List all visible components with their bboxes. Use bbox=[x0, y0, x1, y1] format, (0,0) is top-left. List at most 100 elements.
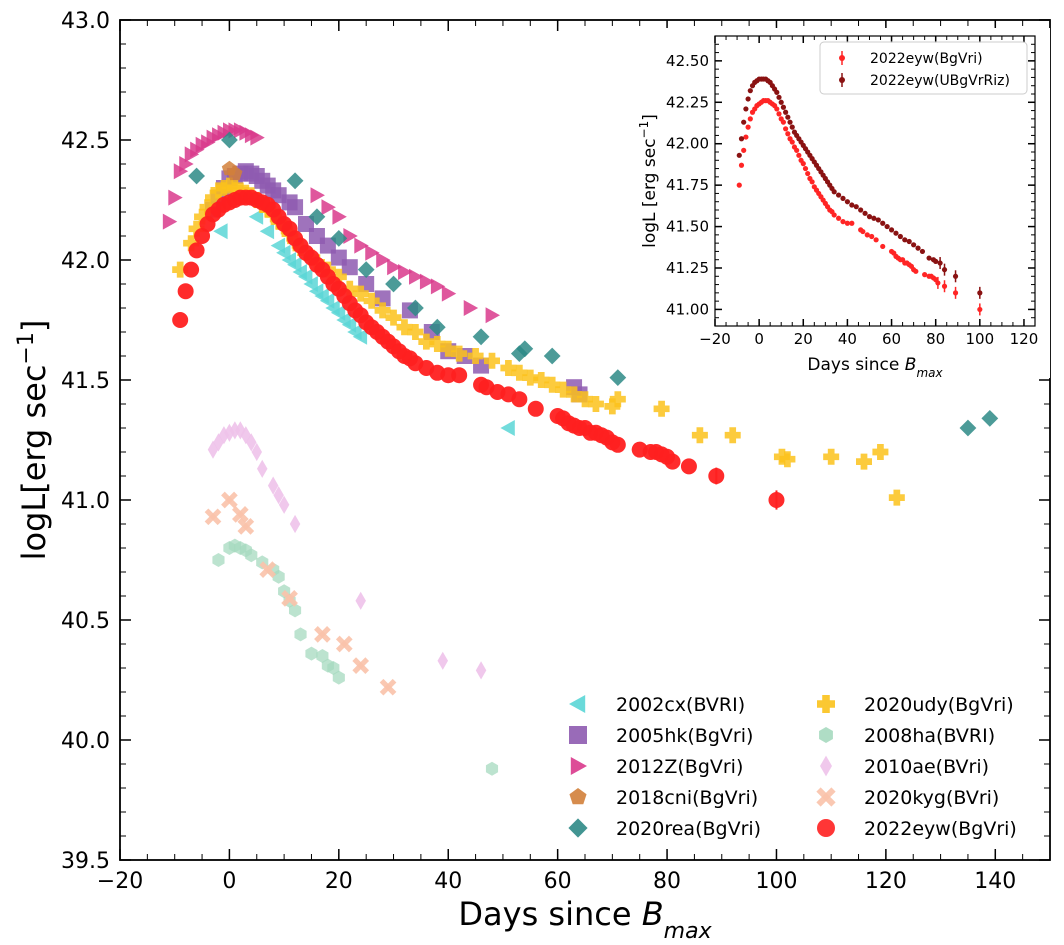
data-point bbox=[316, 649, 329, 663]
data-point bbox=[451, 345, 468, 362]
data-point bbox=[796, 152, 802, 158]
data-point bbox=[823, 448, 840, 465]
data-point bbox=[183, 261, 200, 278]
data-point bbox=[776, 94, 782, 100]
data-point bbox=[212, 553, 225, 567]
legend-item: 2010ae(BVri) bbox=[820, 755, 989, 778]
data-point bbox=[738, 136, 745, 142]
data-point bbox=[303, 276, 318, 292]
inset-y-tick-label: 42.00 bbox=[666, 135, 709, 153]
data-point bbox=[430, 278, 446, 295]
data-point bbox=[188, 220, 205, 237]
data-point bbox=[363, 292, 380, 309]
data-point bbox=[743, 106, 749, 112]
inset-y-tick-label: 41.00 bbox=[666, 300, 709, 318]
data-point bbox=[305, 646, 318, 661]
series-2020rea-bgvri bbox=[188, 131, 999, 437]
data-point bbox=[743, 134, 749, 140]
data-point bbox=[500, 420, 515, 436]
inset-x-tick-label: 20 bbox=[794, 330, 813, 348]
data-point bbox=[294, 627, 307, 642]
inset-frame bbox=[714, 35, 1036, 327]
data-point bbox=[913, 268, 919, 274]
legend-marker-2022eyw-ubgvrriz bbox=[839, 77, 845, 83]
legend-item: 2022eyw(BgVri) bbox=[817, 818, 1017, 840]
data-point bbox=[511, 391, 528, 408]
data-point bbox=[880, 220, 886, 226]
data-point bbox=[862, 210, 868, 216]
legend-label: 2022eyw(BgVri) bbox=[870, 51, 983, 67]
main-y-tick-label: 42.0 bbox=[61, 249, 110, 274]
data-point bbox=[844, 220, 851, 226]
data-point bbox=[609, 391, 626, 408]
data-point bbox=[952, 290, 959, 296]
legend-item: 2022eyw(UBgVrRiz) bbox=[839, 73, 1010, 89]
data-point bbox=[319, 292, 335, 309]
data-point bbox=[844, 199, 851, 205]
legend-label: 2022eyw(UBgVrRiz) bbox=[870, 73, 1010, 89]
data-point-stroke bbox=[204, 508, 222, 526]
data-point bbox=[194, 228, 211, 244]
data-point bbox=[428, 318, 446, 336]
data-point bbox=[840, 219, 846, 225]
data-point-stroke bbox=[221, 491, 238, 509]
legend-marker-2010ae-bvri bbox=[820, 755, 832, 777]
data-point bbox=[741, 147, 747, 153]
data-point-stroke bbox=[281, 590, 298, 607]
data-point bbox=[194, 208, 211, 225]
main-points bbox=[162, 122, 999, 776]
data-point bbox=[256, 459, 268, 478]
data-point bbox=[267, 476, 279, 495]
data-point-stroke bbox=[379, 678, 397, 696]
data-point bbox=[332, 208, 347, 225]
data-point bbox=[441, 285, 457, 302]
data-point bbox=[288, 603, 302, 618]
data-point bbox=[229, 421, 241, 440]
data-point bbox=[221, 491, 238, 509]
data-point bbox=[902, 237, 908, 243]
data-point bbox=[332, 670, 345, 685]
series-2022eyw-bgvri bbox=[172, 189, 785, 508]
data-point bbox=[522, 369, 539, 386]
data-point bbox=[783, 109, 789, 115]
data-point bbox=[314, 626, 331, 643]
data-point bbox=[407, 299, 424, 317]
data-point-stroke bbox=[314, 626, 331, 643]
legend-label: 2012Z(BgVri) bbox=[616, 756, 743, 778]
data-point bbox=[259, 561, 277, 578]
inset-x-axis-label-text: Days since bbox=[807, 355, 904, 375]
data-point bbox=[500, 360, 517, 376]
data-point bbox=[287, 256, 302, 273]
main-x-tick-label: 0 bbox=[222, 869, 236, 894]
data-point bbox=[385, 309, 402, 326]
data-point bbox=[289, 514, 301, 534]
data-point bbox=[680, 458, 697, 475]
data-point bbox=[321, 199, 336, 216]
main-y-tick-label: 43.0 bbox=[61, 9, 110, 34]
data-point bbox=[467, 348, 484, 364]
data-point bbox=[787, 119, 793, 125]
inset-legend-box bbox=[819, 41, 1028, 95]
data-point bbox=[330, 268, 347, 285]
inset-y-tick-label: 41.50 bbox=[666, 218, 709, 236]
data-point bbox=[778, 99, 784, 105]
legend-marker-2018cni-bgvri bbox=[569, 788, 587, 805]
data-point bbox=[235, 421, 246, 440]
legend-item: 2012Z(BgVri) bbox=[570, 756, 743, 778]
data-point bbox=[794, 147, 800, 153]
data-point bbox=[977, 306, 983, 313]
data-point bbox=[736, 152, 742, 158]
data-point bbox=[357, 261, 375, 278]
data-point bbox=[173, 163, 189, 180]
main-y-tick-label: 41.0 bbox=[61, 489, 110, 514]
data-point bbox=[475, 661, 487, 680]
inset-y-tick-label: 42.50 bbox=[666, 52, 709, 70]
inset-x-tick-label: −20 bbox=[699, 330, 731, 348]
data-point bbox=[183, 235, 200, 252]
data-point bbox=[849, 220, 855, 226]
data-point bbox=[379, 678, 397, 696]
inset-x-axis-label-sub: max bbox=[916, 366, 943, 380]
inset-y-tick-label: 42.25 bbox=[666, 93, 709, 111]
data-point bbox=[276, 244, 291, 261]
data-point bbox=[869, 233, 875, 240]
